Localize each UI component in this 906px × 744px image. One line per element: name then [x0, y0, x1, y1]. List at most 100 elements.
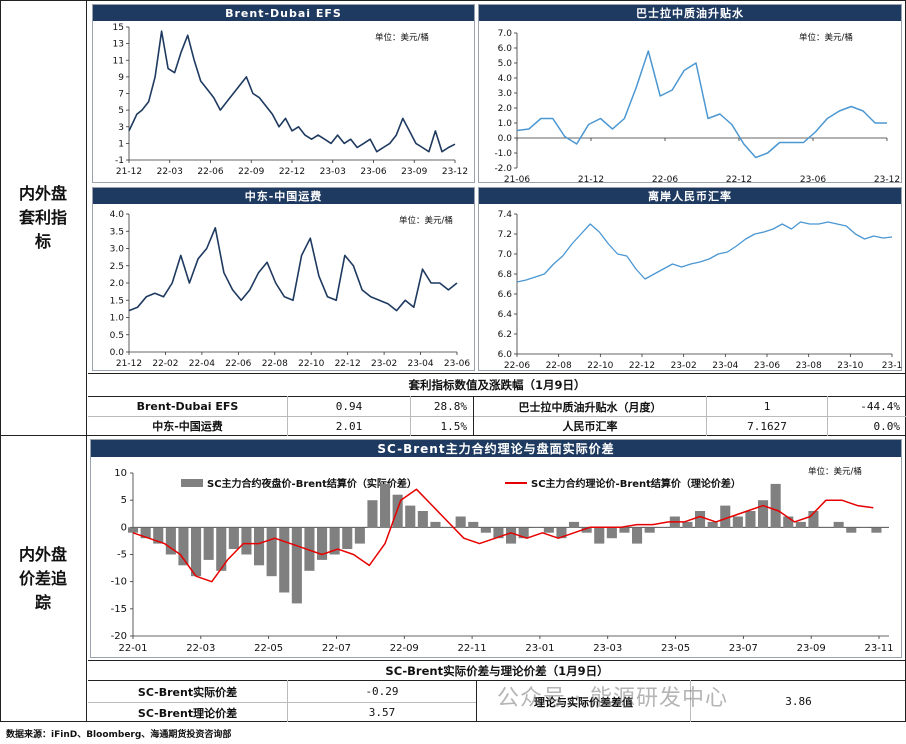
- indicator-row1-val2: 1: [763, 400, 771, 413]
- freight-xtick-label: 22-06: [225, 359, 251, 369]
- sc-actual-bar: [732, 516, 743, 528]
- indicator-table-title: 套利指标数值及涨跌幅（1月9日）: [408, 378, 586, 392]
- basrah-xtick-label: 22-06: [652, 175, 678, 184]
- cnh-ytick-label: 7.2: [498, 230, 512, 240]
- spread-table-header-rule: [88, 680, 906, 681]
- cnh-xtick-label: 23-10: [837, 361, 863, 371]
- indicator-col-rule-3: [473, 396, 474, 436]
- basrah-ytick-label: 6.0: [498, 44, 513, 54]
- sc-actual-bar: [279, 527, 290, 593]
- indicator-table-row-rule: [88, 416, 906, 417]
- data-source: 数据来源：iFinD、Bloomberg、海通期货投资咨询部: [6, 730, 232, 740]
- sc-actual-bar: [783, 516, 794, 528]
- efs-xtick-label: 23-12: [442, 167, 468, 177]
- sc-actual-bar: [632, 527, 643, 544]
- sc-actual-bar: [165, 527, 176, 555]
- sc-actual-bar: [203, 527, 214, 560]
- basrah-ytick-label: 1.0: [498, 119, 513, 129]
- sc-ytick-label: -5: [117, 550, 127, 561]
- basrah-ytick-label: -1.0: [494, 149, 512, 159]
- basrah-xtick-label: 23-12: [874, 175, 900, 184]
- sc-xtick-label: 23-11: [864, 643, 893, 654]
- indicator-row1-name1: Brent-Dubai EFS: [136, 400, 239, 413]
- spread-theory-value: 3.57: [368, 706, 396, 719]
- efs-ytick-label: 15: [113, 23, 124, 33]
- legend-actual-swatch: [181, 478, 203, 487]
- efs-ytick-label: -1: [115, 156, 124, 166]
- sc-actual-bar: [153, 527, 164, 544]
- sc-brent-title: SC-Brent主力合约理论与盘面实际价差: [91, 440, 901, 457]
- legend-actual-label: SC主力合约夜盘价-Brent结算价（实际价差）: [207, 479, 417, 490]
- freight-xtick-label: 23-02: [371, 359, 397, 369]
- efs-unit: 单位：美元/桶: [375, 33, 429, 43]
- cnh-title: 离岸人民币汇率: [479, 188, 901, 204]
- indicator-row1-name2: 巴士拉中质油升贴水（月度）: [518, 400, 662, 414]
- sc-xtick-label: 22-11: [458, 643, 487, 654]
- freight-title: 中东-中国运费: [93, 188, 474, 204]
- sc-actual-bar: [178, 527, 189, 566]
- sc-actual-bar: [380, 483, 391, 528]
- indicator-row2-name2: 人民币汇率: [562, 420, 618, 433]
- basrah-ytick-label: 2.0: [498, 104, 513, 114]
- basrah-ytick-label: 7.0: [498, 29, 513, 39]
- efs-ytick-label: 13: [113, 40, 124, 50]
- indicator-row2-val1: 2.01: [335, 419, 363, 433]
- freight-ytick-label: 1.0: [110, 314, 125, 324]
- sc-actual-bar: [443, 527, 454, 528]
- sc-actual-bar: [228, 527, 239, 549]
- sc-actual-bar: [317, 527, 328, 560]
- sc-xtick-label: 23-09: [797, 643, 826, 654]
- sc-xtick-label: 23-03: [593, 643, 622, 654]
- legend-theory: SC主力合约理论价-Brent结算价（理论价差）: [505, 475, 741, 490]
- indicator-row2-chg2: 0.0%: [873, 419, 901, 433]
- sc-actual-bar: [846, 527, 857, 533]
- indicator-col-rule-4: [706, 396, 707, 436]
- sc-brent-unit: 单位：美元/桶: [808, 467, 862, 477]
- freight-ytick-label: 2.5: [110, 262, 124, 272]
- sc-actual-bar: [493, 527, 504, 539]
- sc-xtick-label: 22-03: [186, 643, 215, 654]
- bottom-section-label: 内外盘价差追踪: [0, 435, 87, 722]
- efs-ytick-label: 1: [118, 139, 124, 149]
- sc-actual-bar: [644, 527, 655, 533]
- indicator-table-header-rule: [88, 396, 906, 397]
- sc-actual-bar: [128, 527, 139, 533]
- basrah-panel: 巴士拉中质油升贴水 单位：美元/桶 7.0 6.0 5.0 4.0 3.0 2.0 1.0 0…: [478, 4, 902, 184]
- cnh-ytick-label: 6.0: [498, 350, 513, 360]
- freight-ytick-label: 3.0: [110, 245, 125, 255]
- sc-actual-bar: [543, 527, 554, 533]
- basrah-unit: 单位：美元/桶: [799, 33, 853, 43]
- sc-xtick-label: 23-07: [729, 643, 758, 654]
- spread-actual-value: -0.29: [365, 685, 399, 698]
- cnh-xtick-label: 22-06: [504, 361, 530, 371]
- legend-theory-label: SC主力合约理论价-Brent结算价（理论价差）: [531, 479, 741, 490]
- efs-panel: Brent-Dubai EFS 单位：美元/桶 15 13 11 9 7 5 3 1 -1 21-…: [92, 4, 475, 183]
- sc-actual-bar: [695, 511, 706, 528]
- cnh-chart: 7.4 7.2 7.0 6.8 6.6 6.4 6.2 6.022-06 22-08 22-10 2…: [498, 210, 903, 371]
- sc-ytick-label: 10: [114, 468, 127, 479]
- sc-actual-bar: [354, 527, 365, 544]
- sc-actual-bar: [329, 527, 340, 555]
- sc-actual-bar: [745, 511, 756, 528]
- freight-xtick-label: 22-04: [189, 359, 215, 369]
- freight-xtick-label: 22-10: [298, 359, 324, 369]
- efs-xtick-label: 22-09: [238, 167, 264, 177]
- sc-actual-bar: [304, 527, 315, 571]
- efs-ytick-label: 9: [118, 73, 124, 83]
- sc-actual-bar: [858, 527, 869, 528]
- freight-xtick-label: 22-02: [152, 359, 178, 369]
- efs-xtick-label: 22-12: [279, 167, 305, 177]
- freight-ytick-label: 0.0: [110, 348, 125, 358]
- indicator-col-rule-1: [287, 396, 288, 436]
- basrah-xtick-label: 21-06: [504, 175, 530, 184]
- basrah-xtick-label: 23-06: [800, 175, 826, 184]
- indicator-col-rule-5: [827, 396, 828, 436]
- top-section-label-text: 内外盘套利指标: [18, 184, 67, 251]
- basrah-chart: 7.0 6.0 5.0 4.0 3.0 2.0 1.0 0.0 -1.0 -2.021-06 21-…: [494, 29, 900, 184]
- efs-xtick-label: 22-03: [157, 167, 183, 177]
- freight-chart: 4.0 3.5 3.0 2.5 2.0 1.5 1.0 0.5 0.021-12 22-02 22-…: [110, 210, 471, 369]
- efs-xtick-label: 22-06: [197, 167, 223, 177]
- cnh-panel: 离岸人民币汇率 7.4 7.2 7.0 6.8 6.6 6.4 6.2 6.0 22-06 22-…: [478, 187, 902, 371]
- indicator-row1-chg1: 28.8%: [433, 400, 467, 413]
